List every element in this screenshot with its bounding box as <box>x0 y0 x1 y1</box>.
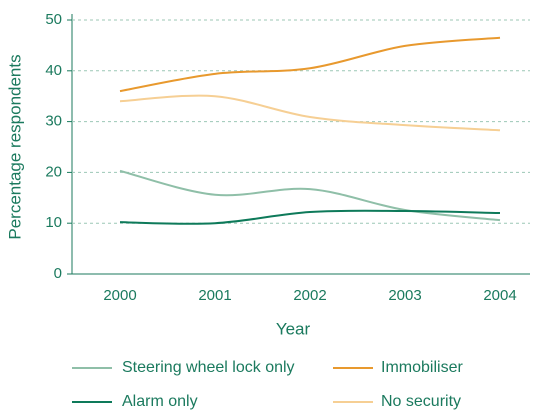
x-tick-label: 2002 <box>293 287 326 304</box>
line-series <box>119 36 501 93</box>
legend-label: Alarm only <box>122 393 198 410</box>
legend-label: Steering wheel lock only <box>122 359 295 376</box>
line-series <box>119 209 501 225</box>
x-tick-label: 2004 <box>483 287 516 304</box>
x-tick-label: 2003 <box>388 287 421 304</box>
legend-label: Immobiliser <box>381 359 463 376</box>
x-axis-label: Year <box>276 319 311 338</box>
y-tick-label: 50 <box>45 11 62 28</box>
y-axis-label: Percentage respondents <box>5 54 24 239</box>
y-tick-label: 0 <box>54 265 62 282</box>
y-tick-label: 20 <box>45 163 62 180</box>
legend-label: No security <box>381 393 461 410</box>
line-series <box>119 94 501 132</box>
x-tick-label: 2001 <box>198 287 231 304</box>
y-tick-label: 10 <box>45 214 62 231</box>
y-tick-label: 40 <box>45 62 62 79</box>
x-tick-label: 2000 <box>103 287 136 304</box>
line-series <box>119 169 501 222</box>
y-tick-label: 30 <box>45 113 62 130</box>
